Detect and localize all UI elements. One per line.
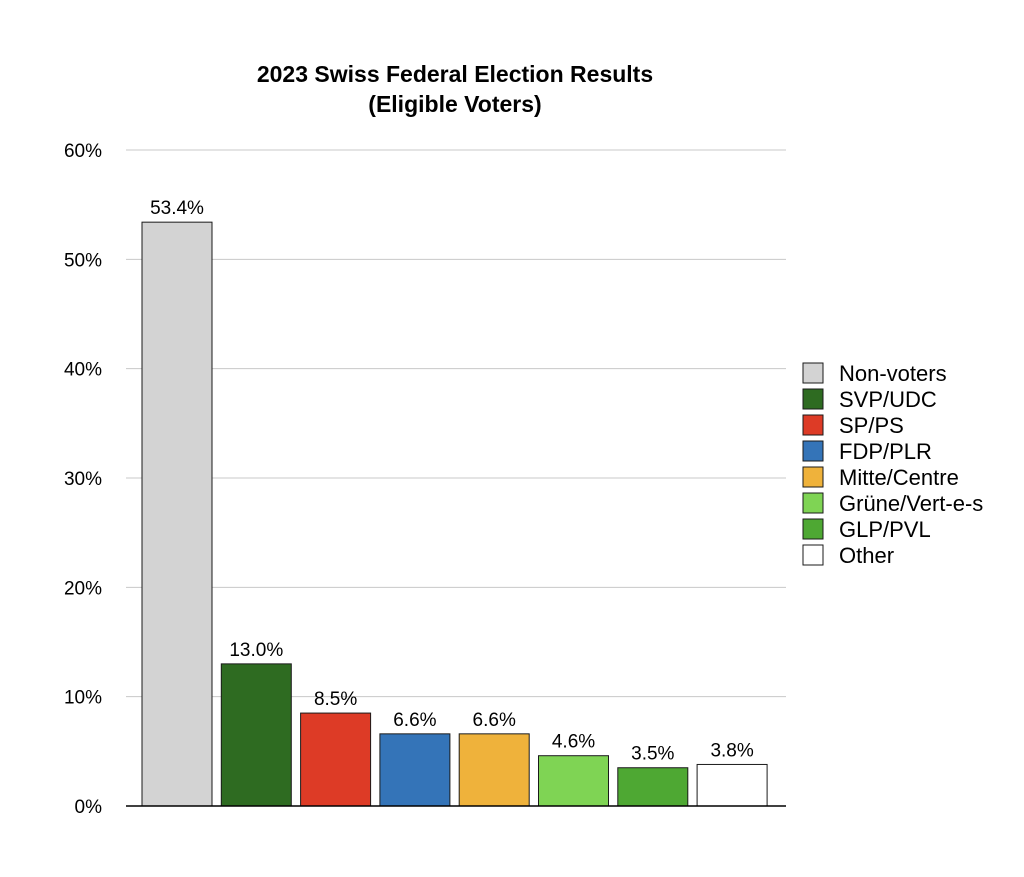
data-label: 3.5% — [631, 744, 674, 765]
legend-swatch — [802, 414, 824, 436]
y-tick-label: 40% — [64, 360, 102, 381]
bar-6 — [538, 755, 609, 807]
y-tick-label: 30% — [64, 469, 102, 490]
y-tick-label: 50% — [64, 250, 102, 271]
data-label: 6.6% — [393, 710, 436, 731]
legend-swatch — [802, 440, 824, 462]
bar-3 — [300, 712, 372, 807]
chart-subtitle: (Eligible Voters) — [368, 91, 541, 117]
y-tick-label: 60% — [64, 141, 102, 162]
legend-swatch — [802, 492, 824, 514]
data-label: 53.4% — [150, 198, 204, 219]
y-axis-ticks: 0% 10% 20% 30% 40% 50% 60% — [64, 141, 102, 818]
bar-2 — [220, 663, 292, 807]
bar-7 — [617, 767, 689, 807]
legend-label: SVP/UDC — [839, 387, 937, 412]
legend: Non-votersSVP/UDCSP/PSFDP/PLRMitte/Centr… — [802, 361, 983, 568]
y-tick-label: 20% — [64, 578, 102, 599]
data-label: 6.6% — [473, 710, 516, 731]
legend-label: Other — [839, 543, 894, 568]
data-label: 8.5% — [314, 689, 357, 710]
data-label: 13.0% — [229, 640, 283, 661]
legend-label: Grüne/Vert-e-s — [839, 491, 983, 516]
legend-label: FDP/PLR — [839, 439, 932, 464]
legend-swatch — [802, 362, 824, 384]
legend-swatch — [802, 518, 824, 540]
legend-label: Non-voters — [839, 361, 947, 386]
legend-swatch — [802, 544, 824, 566]
data-labels: 53.4% 13.0% 8.5% 6.6% 6.6% 4.6% 3.5% 3.8% — [150, 198, 754, 765]
legend-label: Mitte/Centre — [839, 465, 959, 490]
y-tick-label: 10% — [64, 688, 102, 709]
legend-swatch — [802, 388, 824, 410]
data-label: 4.6% — [552, 732, 595, 753]
bars — [141, 221, 768, 807]
legend-label: GLP/PVL — [839, 517, 931, 542]
chart-title: 2023 Swiss Federal Election Results — [257, 61, 653, 87]
data-label: 3.8% — [710, 740, 753, 761]
bar-5 — [458, 733, 530, 807]
y-tick-label: 0% — [75, 797, 103, 818]
bar-4 — [379, 733, 451, 807]
bar-8 — [696, 763, 768, 807]
legend-label: SP/PS — [839, 413, 904, 438]
gridlines — [126, 149, 786, 698]
bar-1 — [141, 221, 213, 807]
legend-swatch — [802, 466, 824, 488]
